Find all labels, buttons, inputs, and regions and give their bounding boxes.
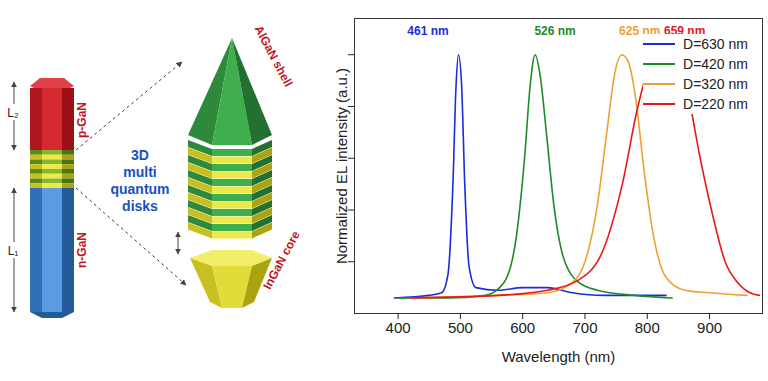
svg-text:quantum: quantum [110,181,169,197]
svg-text:700: 700 [572,319,597,336]
svg-text:L₁: L₁ [8,244,19,258]
svg-text:InGaN core: InGaN core [260,228,303,291]
html-text:D=420 nm: D=420 nm [683,56,748,72]
svg-text:800: 800 [635,319,660,336]
svg-text:Normalized EL intensity (a.u.): Normalized EL intensity (a.u.) [333,68,350,264]
svg-text:526 nm: 526 nm [534,24,575,38]
svg-text:p-GaN: p-GaN [75,102,89,138]
svg-text:500: 500 [448,319,473,336]
svg-text:400: 400 [386,319,411,336]
svg-text:3D: 3D [131,147,149,163]
html-text:D=320 nm: D=320 nm [683,76,748,92]
svg-text:900: 900 [697,319,722,336]
svg-text:multi: multi [123,164,156,180]
svg-text:L₂: L₂ [7,106,19,120]
svg-text:Wavelength (nm): Wavelength (nm) [502,348,616,365]
svg-text:disks: disks [122,198,158,214]
html-text:D=630 nm: D=630 nm [683,36,748,52]
svg-text:AlGaN shell: AlGaN shell [252,23,296,89]
svg-text:n-GaN: n-GaN [75,232,89,268]
svg-text:600: 600 [510,319,535,336]
svg-text:461 nm: 461 nm [407,24,448,38]
html-text:D=220 nm: D=220 nm [683,96,748,112]
html-text:625 nm 659 nm: 625 nm 659 nm [619,24,706,39]
